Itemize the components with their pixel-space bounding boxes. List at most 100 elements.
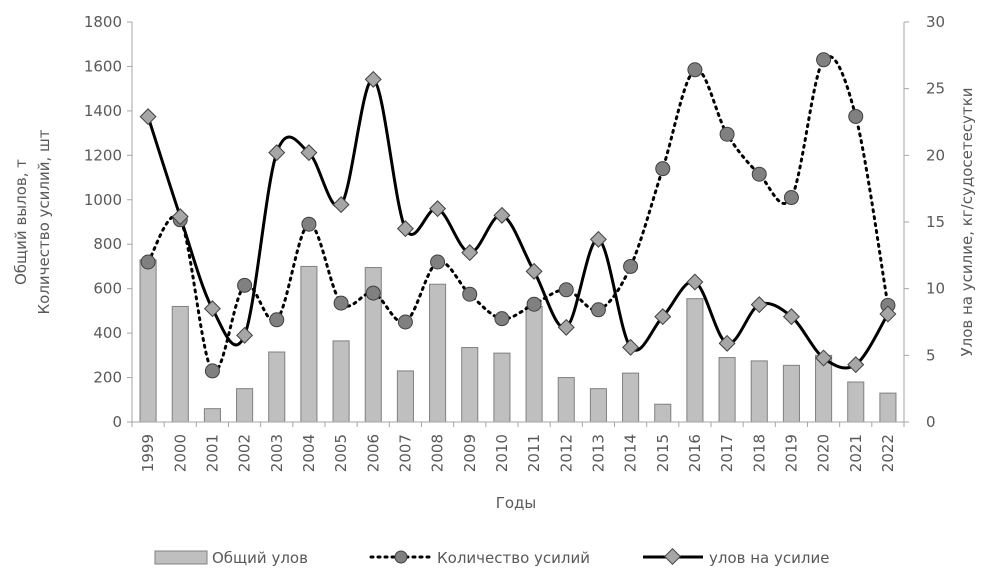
legend-label-cpue: улов на усилие	[709, 549, 829, 567]
bars-layer	[139, 259, 897, 423]
y-left-tick-label: 400	[93, 324, 122, 342]
cpue-point-1999	[139, 108, 157, 126]
y-left-tick-label: 1400	[84, 102, 122, 120]
y-left-tick-label: 600	[93, 280, 122, 298]
y-left-tick-label: 0	[112, 413, 122, 431]
bar-2012	[557, 377, 575, 423]
cpue-point-2009	[461, 244, 479, 262]
y-right-title: Улов на усилие, кг/судосетесутки	[958, 87, 976, 356]
effort-point-2001	[204, 363, 220, 379]
x-tick-label-2012: 2012	[557, 434, 575, 472]
bar-1999	[139, 259, 157, 423]
effort-point-2021	[848, 108, 864, 124]
y-left-tick-label: 1600	[84, 57, 122, 75]
cpue-point-2004	[300, 144, 318, 162]
cpue-point-2006	[364, 70, 382, 88]
x-tick-label-2010: 2010	[493, 434, 511, 472]
y-left-tick-label: 200	[93, 369, 122, 387]
y-right-tick-label: 15	[926, 213, 945, 231]
effort-point-2019	[783, 190, 799, 206]
effort-point-2015	[655, 161, 671, 177]
legend-swatch-effort-marker	[394, 550, 408, 564]
x-tick-label-2013: 2013	[589, 434, 607, 472]
y-left-tick-label: 1800	[84, 13, 122, 31]
cpue-point-2007	[396, 220, 414, 238]
effort-point-2017	[719, 126, 735, 142]
y-left-title-1: Общий вылов, т	[12, 159, 30, 285]
bar-2017	[718, 357, 736, 423]
bar-2013	[589, 388, 607, 423]
cpue-line	[146, 77, 890, 370]
effort-point-2020	[816, 52, 832, 68]
cpue-point-2011	[525, 262, 543, 280]
cpue-point-2022	[879, 305, 897, 323]
bar-2003	[268, 351, 286, 423]
bar-2004	[300, 265, 318, 423]
y-right-tick-label: 0	[926, 413, 936, 431]
effort-point-2008	[430, 254, 446, 270]
cpue-point-2003	[268, 144, 286, 162]
bar-2007	[396, 370, 414, 423]
effort-point-2003	[269, 312, 285, 328]
y-left-tick-label: 1000	[84, 191, 122, 209]
cpue-point-2018	[750, 296, 768, 314]
cpue-point-2016	[686, 273, 704, 291]
cpue-point-2005	[332, 196, 350, 214]
effort-point-2002	[237, 277, 253, 293]
x-tick-label-2020: 2020	[815, 434, 833, 472]
effort-point-2012	[558, 282, 574, 298]
y-right-tick-label: 5	[926, 346, 936, 364]
bar-2002	[236, 388, 254, 423]
effort-point-2011	[526, 296, 542, 312]
cpue-point-2017	[718, 334, 736, 352]
x-tick-label-2018: 2018	[750, 434, 768, 472]
cpue-point-2001	[203, 300, 221, 318]
axes-layer	[127, 21, 909, 427]
effort-point-2014	[623, 258, 639, 274]
effort-point-1999	[140, 254, 156, 270]
y-right-tick-label: 20	[926, 146, 945, 164]
effort-line	[146, 55, 890, 374]
y-right-tick-label: 30	[926, 13, 945, 31]
bar-2014	[622, 372, 640, 423]
bar-2009	[461, 347, 479, 423]
y-right-tick-label: 10	[926, 280, 945, 298]
cpue-point-2008	[429, 200, 447, 218]
x-tick-label-2011: 2011	[525, 434, 543, 472]
effort-point-2009	[462, 286, 478, 302]
legend-swatch-bars	[154, 550, 208, 565]
cpue-point-2014	[622, 338, 640, 356]
bar-2010	[493, 352, 511, 423]
x-tick-label-2014: 2014	[622, 434, 640, 472]
x-tick-label-2015: 2015	[654, 434, 672, 472]
cpue-point-2010	[493, 206, 511, 224]
x-tick-label-2001: 2001	[203, 434, 221, 472]
x-tick-label-2017: 2017	[718, 434, 736, 472]
effort-point-2018	[751, 166, 767, 182]
cpue-point-2002	[236, 326, 254, 344]
effort-point-2006	[365, 285, 381, 301]
y-left-tick-label: 800	[93, 235, 122, 253]
x-axis-title: Годы	[496, 494, 537, 512]
cpue-point-2021	[847, 356, 865, 374]
legend-swatch-cpue-marker	[664, 548, 681, 565]
effort-point-2013	[590, 302, 606, 318]
effort-point-2016	[687, 62, 703, 78]
cpue-point-2015	[654, 308, 672, 326]
bar-2011	[525, 305, 543, 423]
x-tick-label-2009: 2009	[461, 434, 479, 472]
effort-point-2007	[397, 314, 413, 330]
legend-label-bars: Общий улов	[212, 549, 308, 567]
labels-layer: 0 200 400 600 800 1000 1200 1400 1600 1800 0 5 10 15 2…	[84, 13, 945, 472]
bar-2000	[171, 305, 189, 423]
bar-2008	[429, 283, 447, 423]
y-left-title-2: Количество усилий, шт	[35, 129, 53, 314]
x-tick-label-2000: 2000	[171, 434, 189, 472]
effort-point-2005	[333, 295, 349, 311]
bar-2005	[332, 340, 350, 423]
cpue-point-2019	[782, 308, 800, 326]
y-right-tick-label: 25	[926, 80, 945, 98]
legend-label-effort: Количество усилий	[437, 549, 590, 567]
